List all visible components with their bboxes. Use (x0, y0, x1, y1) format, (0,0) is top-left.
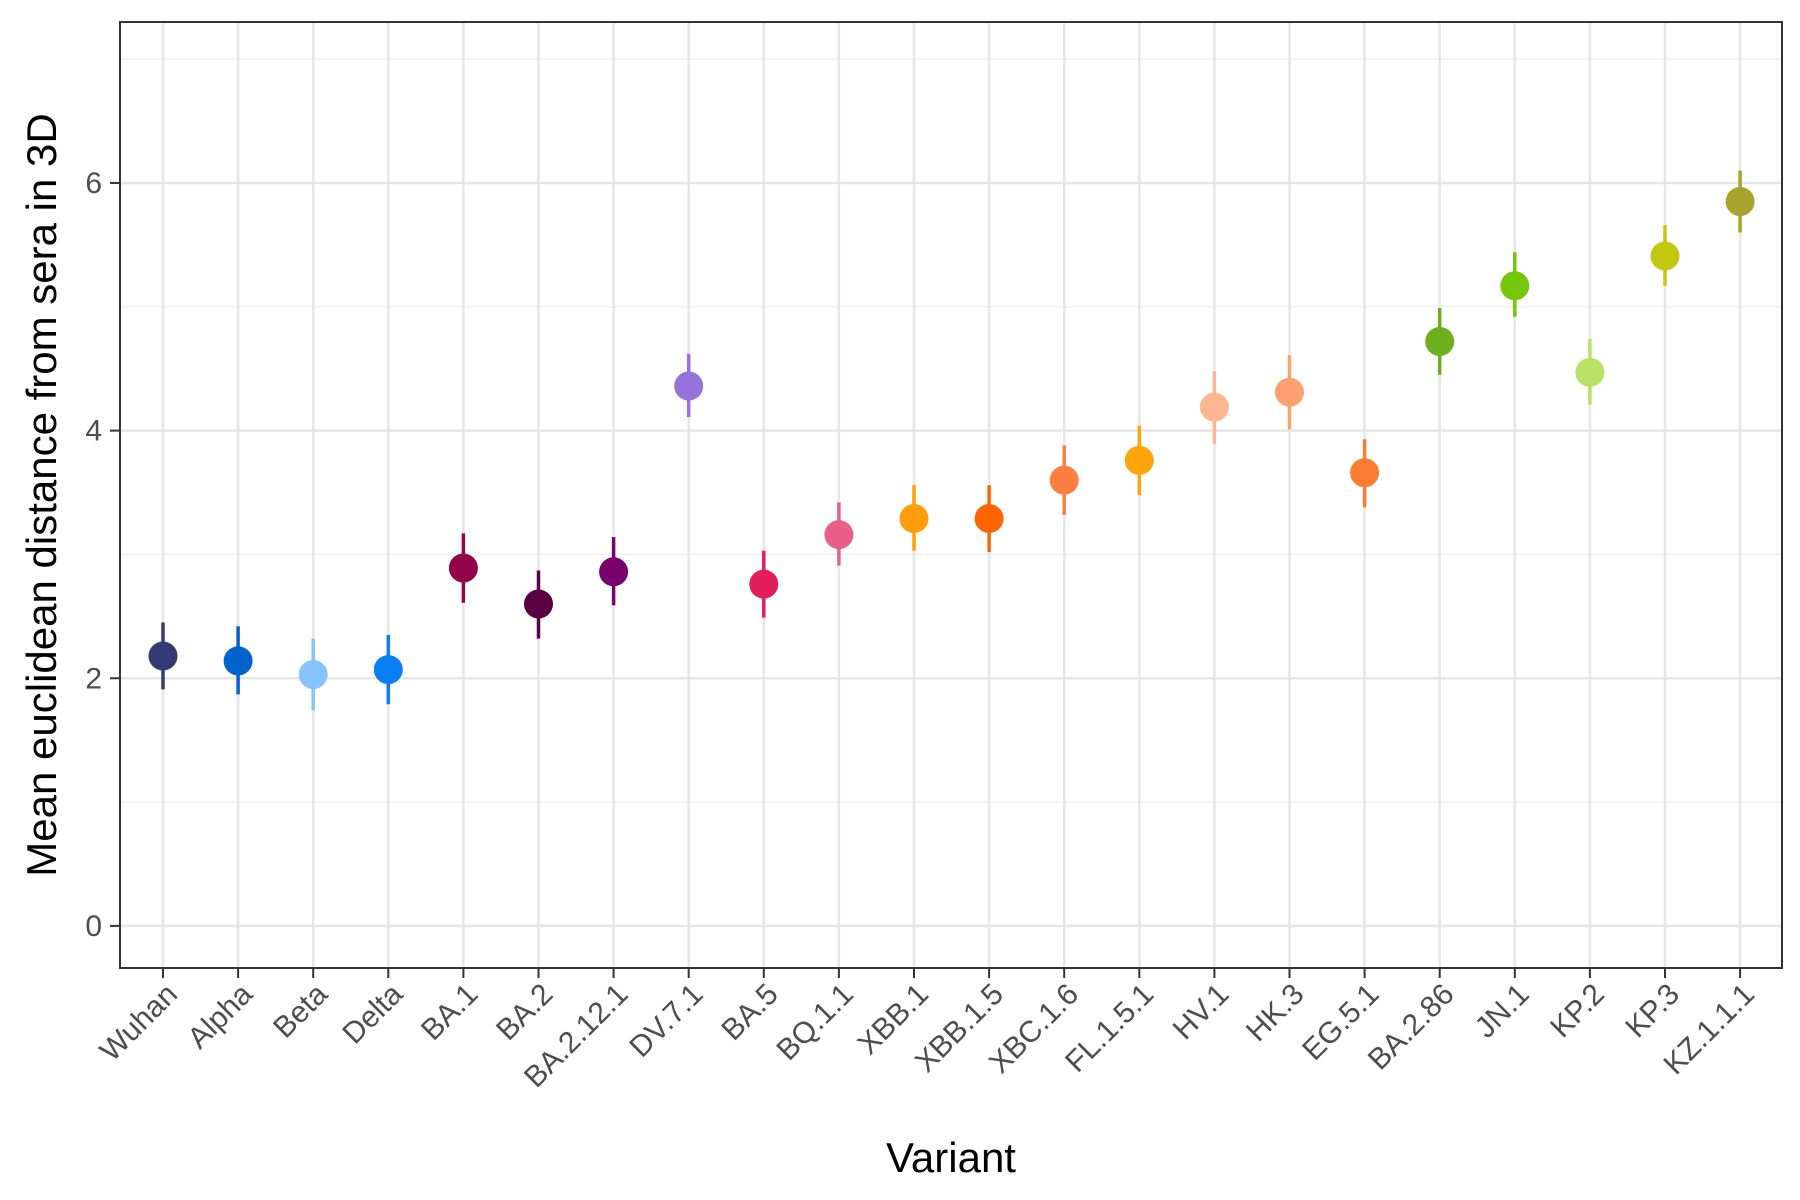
plot-border (119, 21, 1783, 969)
y-tick-label: 6 (85, 167, 102, 200)
point-JN.1 (1500, 271, 1530, 301)
data-marks (148, 170, 1755, 711)
y-tick-label: 4 (85, 415, 102, 448)
point-HK.3 (1275, 377, 1304, 407)
point-XBB.1.5 (974, 504, 1004, 534)
point-FL.1.5.1 (1124, 445, 1154, 475)
point-BA.2.12.1 (599, 557, 629, 587)
point-XBC.1.6 (1049, 465, 1079, 495)
point-BQ.1.1 (824, 520, 854, 550)
point-BA.2 (524, 589, 553, 619)
y-tick-label: 2 (85, 662, 102, 695)
x-axis-title: Variant (886, 1134, 1016, 1181)
y-tick-label: 0 (85, 910, 102, 943)
point-Wuhan (148, 641, 178, 671)
point-KP.2 (1575, 357, 1605, 387)
point-EG.5.1 (1350, 458, 1380, 488)
y-axis-title: Mean euclidean distance from sera in 3D (18, 113, 65, 876)
point-BA.5 (749, 569, 779, 599)
point-BA.1 (448, 553, 478, 583)
point-Alpha (223, 646, 253, 676)
plot-background (120, 22, 1782, 968)
point-KP.3 (1650, 241, 1680, 271)
point-HV.1 (1199, 392, 1229, 422)
point-XBB.1 (899, 504, 929, 534)
point-Beta (298, 660, 328, 690)
point-DV.7.1 (674, 371, 704, 401)
point-Delta (373, 655, 403, 685)
point-KZ.1.1.1 (1725, 187, 1755, 217)
point-BA.2.86 (1425, 326, 1455, 356)
